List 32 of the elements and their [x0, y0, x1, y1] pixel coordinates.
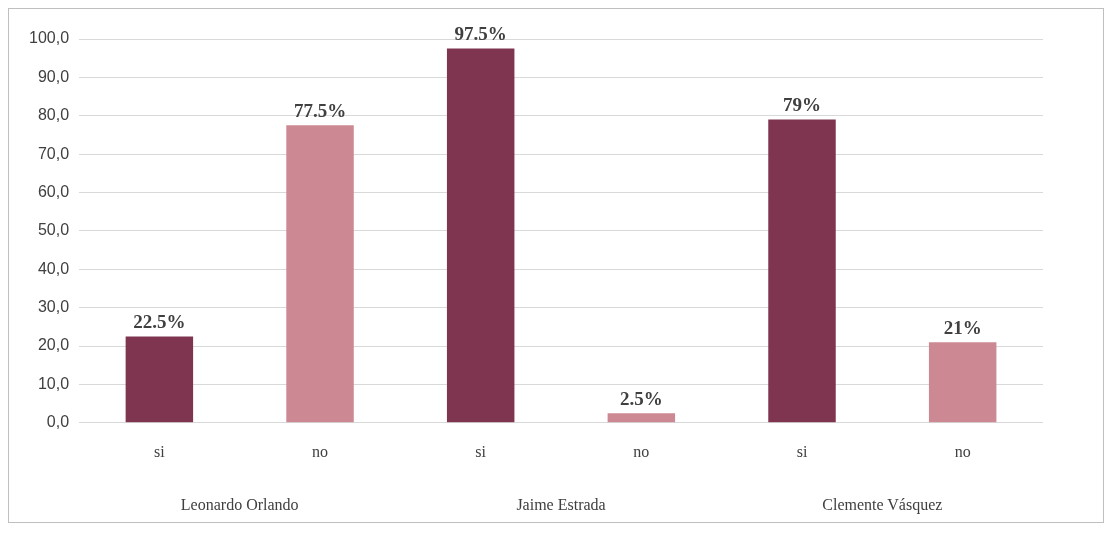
data-label: 21%	[943, 316, 982, 338]
data-label: 77.5%	[293, 99, 347, 121]
x-tick-label: si	[154, 442, 166, 460]
bar	[446, 48, 515, 423]
bar	[607, 413, 676, 423]
text: Jaime Estrada	[516, 496, 606, 514]
x-tick-label: no	[312, 442, 329, 460]
y-tick-label: 90,0	[37, 67, 70, 85]
data-label: 2.5%	[619, 387, 663, 409]
y-tick-label: 60,0	[37, 182, 70, 200]
bar	[286, 125, 354, 423]
data-label: 79%	[783, 94, 822, 115]
x-tick-label: si	[796, 442, 808, 460]
bar	[125, 336, 194, 423]
y-tick-label: 10,0	[37, 374, 70, 392]
data-label: 97.5%	[454, 23, 507, 44]
y-tick-label: 100,0	[28, 29, 70, 47]
y-tick-label: 50,0	[37, 221, 70, 239]
text: Leonardo Orlando	[180, 496, 299, 514]
y-tick-label: 0,0	[46, 413, 70, 431]
bar	[928, 342, 997, 423]
x-tick-label: no	[633, 442, 650, 460]
bar	[768, 119, 836, 423]
y-tick-label: 30,0	[37, 298, 70, 316]
x-tick-label: no	[954, 442, 971, 460]
data-label: 22.5%	[133, 310, 186, 332]
y-tick-label: 20,0	[37, 336, 70, 354]
y-tick-label: 40,0	[37, 259, 70, 277]
x-tick-label: si	[475, 442, 487, 460]
y-tick-label: 70,0	[37, 144, 70, 162]
text: Clemente Vásquez	[822, 496, 943, 515]
y-tick-label: 80,0	[37, 106, 70, 124]
